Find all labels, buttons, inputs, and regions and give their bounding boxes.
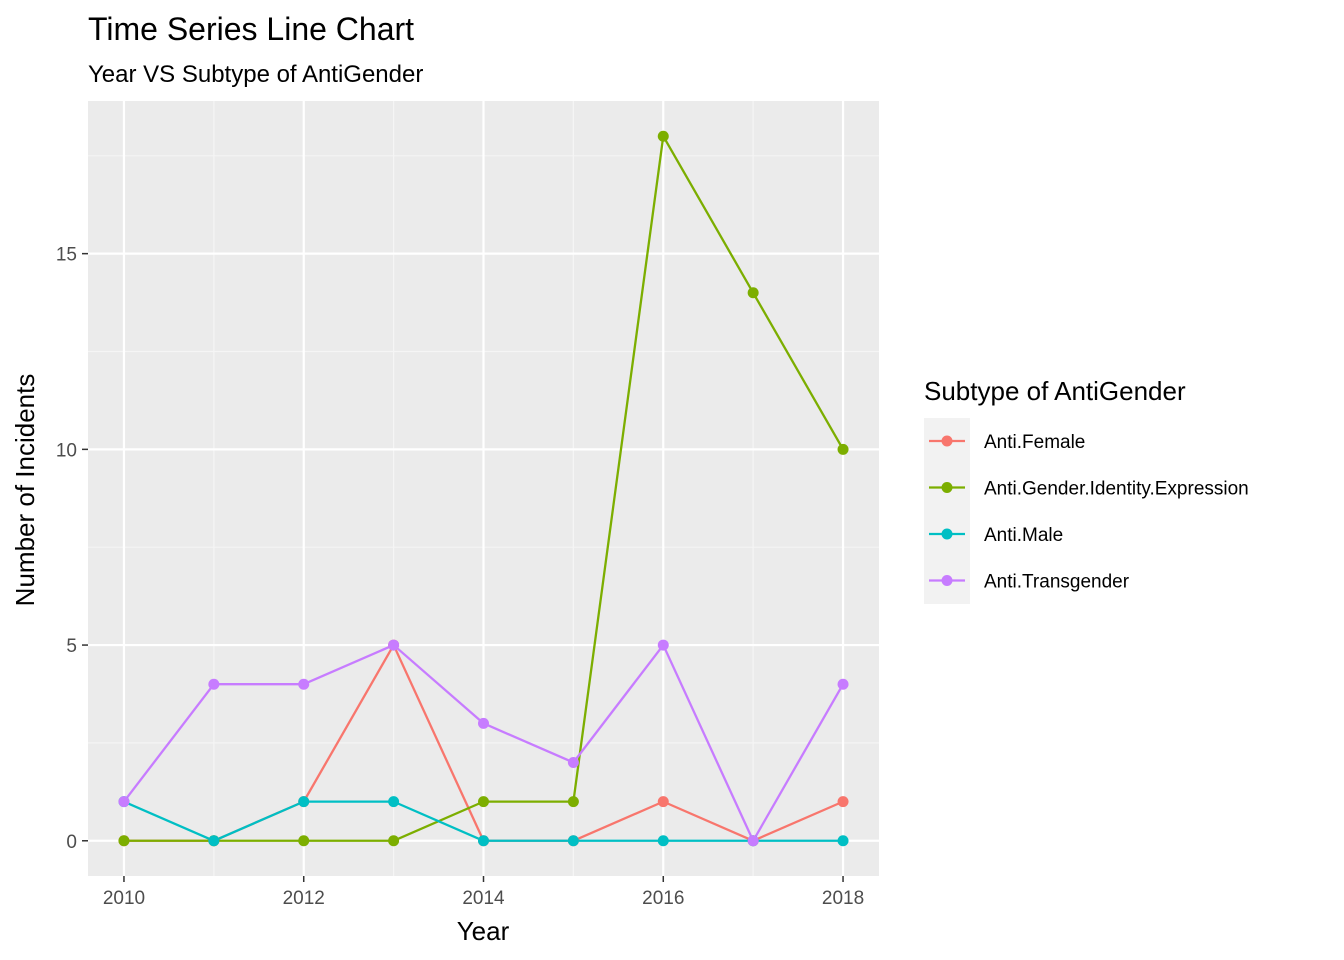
data-point <box>567 756 579 768</box>
legend-key-point <box>941 482 953 493</box>
data-point <box>118 835 130 847</box>
data-point <box>208 835 220 847</box>
y-tick-label: 15 <box>56 245 77 266</box>
data-point <box>747 287 759 299</box>
data-point <box>657 835 669 847</box>
data-point <box>388 796 400 808</box>
data-point <box>567 835 579 847</box>
data-point <box>208 678 220 690</box>
data-point <box>567 796 579 808</box>
series-points <box>118 130 849 847</box>
data-point <box>837 796 849 808</box>
data-point <box>478 835 489 847</box>
data-point <box>298 678 310 690</box>
legend-key-point <box>941 528 953 540</box>
legend-label: Anti.Transgender <box>984 572 1130 593</box>
legend-title: Subtype of AntiGender <box>924 376 1186 406</box>
y-axis-title: Number of Incidents <box>10 374 40 607</box>
legend-label: Anti.Female <box>984 432 1085 453</box>
x-tick-label: 2012 <box>283 888 325 909</box>
y-tick-label: 5 <box>66 636 77 657</box>
data-point <box>837 835 849 847</box>
legend-items: Anti.Female Anti.Gender.Identity.Expressi… <box>929 432 1249 593</box>
legend-key-background <box>924 418 970 604</box>
x-tick-label: 2010 <box>103 888 145 909</box>
data-point <box>837 678 849 690</box>
data-point <box>298 835 310 847</box>
legend-key-point <box>941 435 953 447</box>
data-point <box>747 835 759 847</box>
data-point <box>657 130 669 142</box>
x-axis-title: Year <box>457 916 510 946</box>
data-point <box>657 796 669 808</box>
data-point <box>388 639 400 651</box>
y-tick-label: 0 <box>66 832 77 853</box>
chart-title: Time Series Line Chart <box>88 11 414 47</box>
axis-ticks <box>82 252 844 882</box>
data-point <box>388 835 400 847</box>
data-point <box>298 796 310 808</box>
data-point <box>118 796 130 808</box>
legend-label: Anti.Gender.Identity.Expression <box>984 479 1249 500</box>
x-tick-label: 2018 <box>822 888 864 909</box>
chart-subtitle: Year VS Subtype of AntiGender <box>88 61 423 88</box>
y-tick-label: 10 <box>56 440 77 461</box>
tick-labels: 2010 2012 2014 2016 2018 0 5 10 15 <box>56 245 864 909</box>
legend-key-point <box>941 575 953 586</box>
x-tick-label: 2016 <box>642 888 684 909</box>
data-point <box>837 443 849 455</box>
data-point <box>478 717 489 729</box>
legend-label: Anti.Male <box>984 525 1063 546</box>
x-tick-label: 2014 <box>462 888 505 909</box>
data-point <box>478 796 489 808</box>
data-point <box>657 639 669 651</box>
legend: Subtype of AntiGender Anti.Female Anti.Ge… <box>924 376 1249 604</box>
